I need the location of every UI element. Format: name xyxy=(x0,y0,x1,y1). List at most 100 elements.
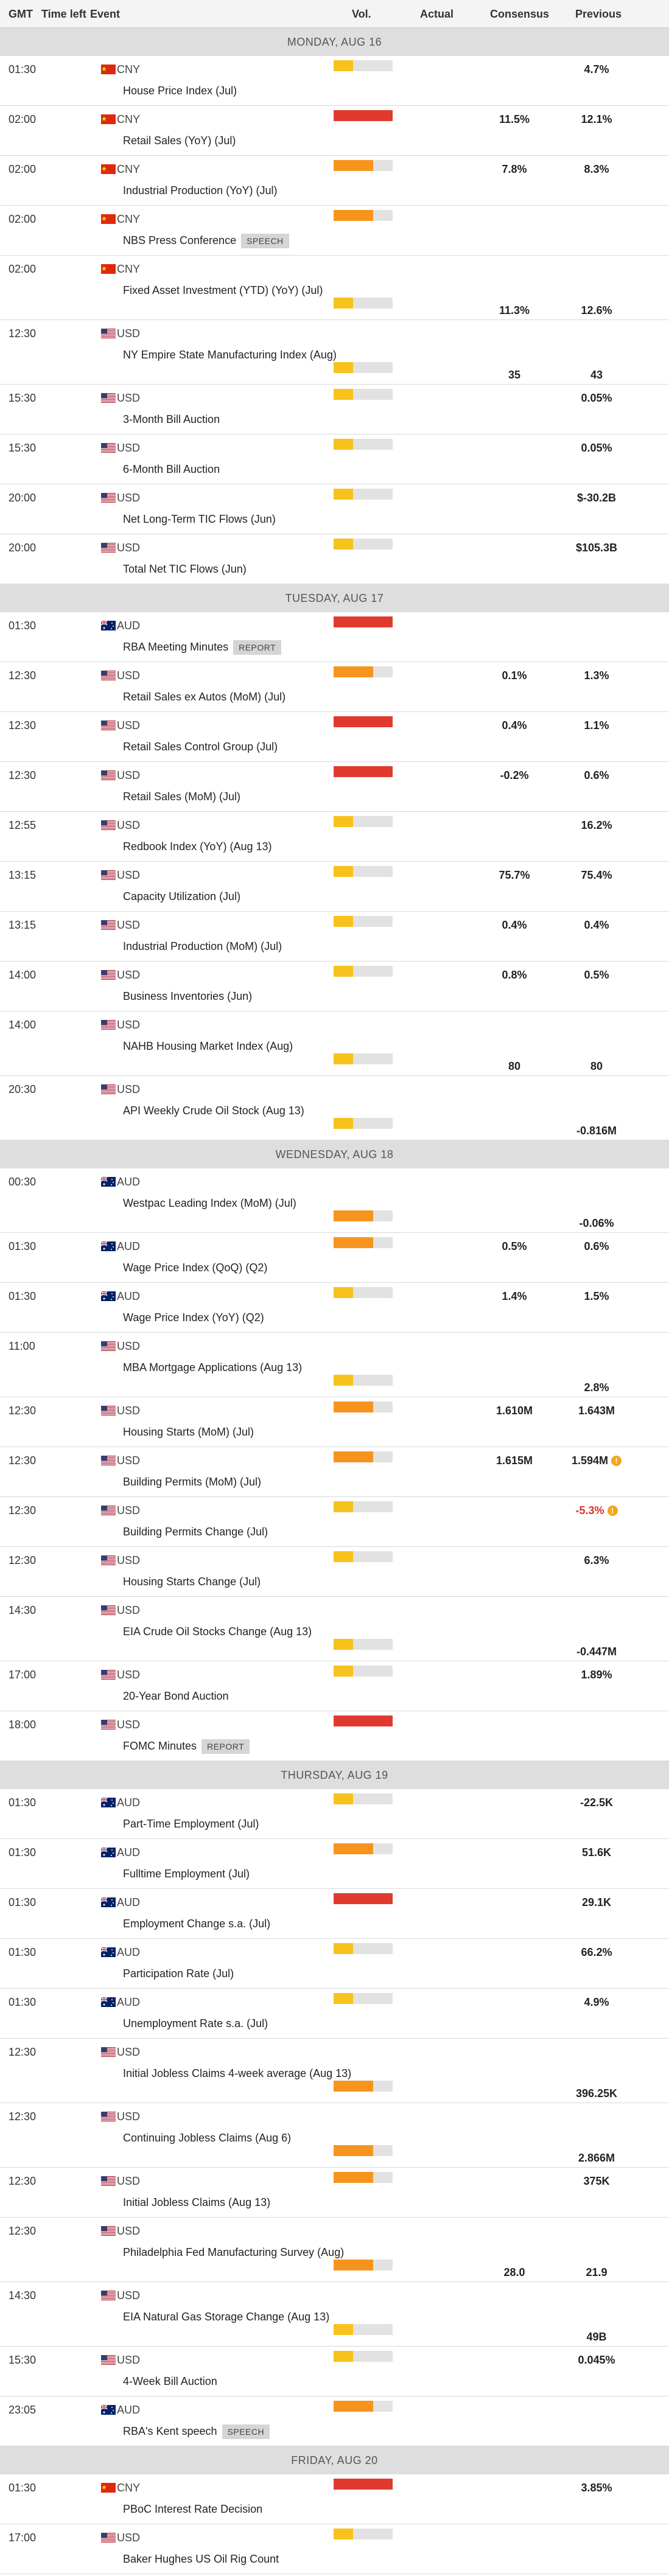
volatility-fill xyxy=(334,1210,373,1221)
event-name: Baker Hughes US Oil Rig Count xyxy=(123,2552,279,2566)
event-title: Retail Sales ex Autos (MoM) (Jul) xyxy=(123,691,286,703)
previous-text: 4.7% xyxy=(584,63,609,75)
volatility-bar xyxy=(334,1501,393,1512)
currency: USD xyxy=(117,1604,141,1616)
currency-flag xyxy=(101,2291,116,2300)
event-name: NBS Press Conference SPEECH xyxy=(123,234,289,248)
event-time: 20:30 xyxy=(9,1083,37,1095)
previous-value: 8.3% xyxy=(557,162,636,176)
previous-text: 396.25K xyxy=(575,2087,618,2100)
volatility-fill xyxy=(334,489,354,500)
currency: AUD xyxy=(117,1846,141,1859)
event-row: 15:30 USD 6-Month Bill Auction 0.05% xyxy=(0,435,669,484)
event-name: Retail Sales Control Group (Jul) xyxy=(123,740,278,753)
event-title: RBA Meeting Minutes xyxy=(123,641,229,653)
consensus-value: 35 xyxy=(475,368,554,382)
consensus-value: 0.4% xyxy=(475,719,554,732)
event-name: 3-Month Bill Auction xyxy=(123,413,220,426)
previous-text: -0.06% xyxy=(579,1217,614,1229)
previous-value: 2.8% xyxy=(557,1381,636,1394)
currency-flag xyxy=(101,671,116,680)
event-time: 01:30 xyxy=(9,1290,37,1302)
currency: USD xyxy=(117,1019,141,1031)
event-name: Building Permits (MoM) (Jul) xyxy=(123,1475,261,1489)
event-title: Westpac Leading Index (MoM) (Jul) xyxy=(123,1197,296,1209)
consensus-text: -0.2% xyxy=(500,769,529,781)
previous-value: -0.447M xyxy=(557,1645,636,1658)
event-row: 15:30 USD 4-Week Bill Auction 0.045% xyxy=(0,2347,669,2396)
event-row: 20:30 USD API Weekly Crude Oil Stock (Aug … xyxy=(0,1076,669,1140)
currency: USD xyxy=(117,392,141,404)
currency: CNY xyxy=(117,2482,141,2494)
currency-flag xyxy=(101,2533,116,2543)
volatility-fill xyxy=(334,389,354,400)
volatility-fill xyxy=(334,816,354,827)
volatility-bar xyxy=(334,1237,393,1248)
volatility-fill xyxy=(334,1793,354,1804)
currency-flag xyxy=(101,264,116,274)
consensus-text: 1.610M xyxy=(496,1405,533,1417)
day-header: THURSDAY, AUG 19 xyxy=(0,1761,669,1789)
event-row: 12:55 USD Redbook Index (YoY) (Aug 13) 16.2… xyxy=(0,812,669,862)
currency-flag xyxy=(101,721,116,730)
event-title: 6-Month Bill Auction xyxy=(123,463,220,475)
currency-flag xyxy=(101,1720,116,1730)
volatility-fill xyxy=(334,1843,373,1854)
volatility-fill xyxy=(334,1993,354,2004)
event-time: 20:00 xyxy=(9,542,37,554)
event-title: Retail Sales Control Group (Jul) xyxy=(123,741,278,753)
event-title: 20-Year Bond Auction xyxy=(123,1690,229,1702)
currency: AUD xyxy=(117,1896,141,1908)
event-title: Capacity Utilization (Jul) xyxy=(123,890,241,902)
event-name: Housing Starts (MoM) (Jul) xyxy=(123,1425,254,1439)
currency: USD xyxy=(117,2532,141,2544)
previous-value: 0.4% xyxy=(557,918,636,932)
previous-text: $-30.2B xyxy=(576,492,617,504)
currency-flag xyxy=(101,870,116,880)
event-row: 02:00 CNY NBS Press Conference SPEECH xyxy=(0,206,669,256)
event-tag: REPORT xyxy=(233,640,282,655)
volatility-bar xyxy=(334,1843,393,1854)
currency-flag xyxy=(101,65,116,74)
currency-flag xyxy=(101,920,116,930)
event-row: 15:30 USD 3-Month Bill Auction 0.05% xyxy=(0,385,669,435)
event-title: 3-Month Bill Auction xyxy=(123,413,220,425)
volatility-bar xyxy=(334,1893,393,1904)
event-title: Housing Starts (MoM) (Jul) xyxy=(123,1426,254,1438)
event-title: Business Inventories (Jun) xyxy=(123,990,253,1002)
previous-text: 3.85% xyxy=(581,2482,612,2494)
event-name: Employment Change s.a. (Jul) xyxy=(123,1917,270,1930)
volatility-fill xyxy=(334,2260,373,2271)
volatility-bar xyxy=(334,2324,393,2335)
event-name: Fulltime Employment (Jul) xyxy=(123,1867,250,1880)
event-row: 12:30 USD Initial Jobless Claims (Aug 13) 3… xyxy=(0,2168,669,2218)
currency: AUD xyxy=(117,1290,141,1302)
event-time: 12:30 xyxy=(9,2110,37,2123)
volatility-fill xyxy=(334,766,393,777)
event-time: 01:30 xyxy=(9,63,37,75)
event-row: 01:30 AUD Fulltime Employment (Jul) 51.6K xyxy=(0,1839,669,1889)
event-title: Building Permits Change (Jul) xyxy=(123,1526,268,1538)
volatility-bar xyxy=(334,1993,393,2004)
event-row: 01:30 AUD Employment Change s.a. (Jul) 29.1… xyxy=(0,1889,669,1939)
event-row: 01:30 CNY House Price Index (Jul) 4.7% xyxy=(0,56,669,106)
event-row: 17:00 USD Baker Hughes US Oil Rig Count xyxy=(0,2524,669,2574)
event-title: Baker Hughes US Oil Rig Count xyxy=(123,2553,279,2565)
consensus-text: 0.5% xyxy=(502,1240,527,1252)
event-name: NAHB Housing Market Index (Aug) xyxy=(123,1039,293,1053)
currency: USD xyxy=(117,442,141,454)
event-time: 02:00 xyxy=(9,163,37,175)
currency: USD xyxy=(117,1719,141,1731)
previous-value: 75.4% xyxy=(557,868,636,882)
revised-icon: ! xyxy=(607,1506,618,1516)
currency: AUD xyxy=(117,1946,141,1958)
currency: USD xyxy=(117,2354,141,2366)
previous-value: -0.06% xyxy=(557,1216,636,1230)
volatility-fill xyxy=(334,1375,354,1386)
previous-value: -5.3%! xyxy=(557,1504,636,1517)
volatility-bar xyxy=(334,439,393,450)
consensus-value: 0.8% xyxy=(475,968,554,982)
consensus-value: 7.8% xyxy=(475,162,554,176)
currency: USD xyxy=(117,769,141,781)
